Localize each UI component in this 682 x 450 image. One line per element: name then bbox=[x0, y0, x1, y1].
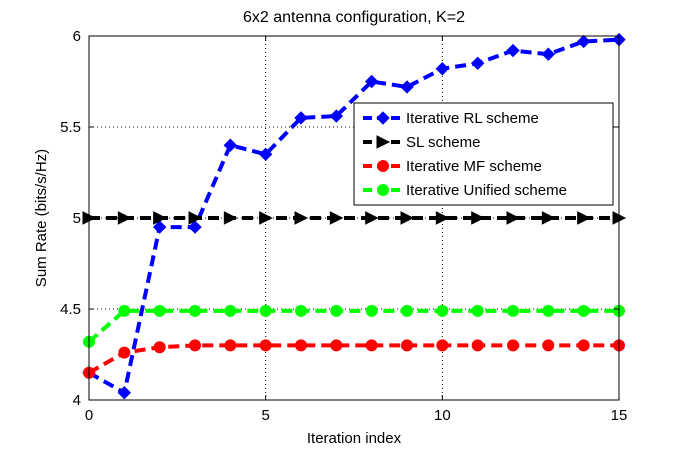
data-point-circle bbox=[189, 339, 201, 352]
legend-entry: Iterative MF scheme bbox=[363, 158, 542, 175]
series-line bbox=[87, 308, 619, 344]
data-point-diamond bbox=[117, 386, 132, 400]
data-point-circle bbox=[365, 304, 378, 317]
data-point-circle bbox=[577, 304, 590, 317]
legend: Iterative RL scheme SL scheme Iterative MF… bbox=[353, 102, 614, 206]
x-tick-label: 10 bbox=[434, 407, 451, 424]
data-point-circle bbox=[118, 304, 131, 317]
legend-label: SL scheme bbox=[406, 134, 480, 151]
data-point-circle bbox=[259, 304, 272, 317]
series-3 bbox=[83, 304, 625, 348]
legend-entry: Iterative RL scheme bbox=[363, 110, 539, 127]
series-layer bbox=[82, 32, 627, 400]
data-point-circle bbox=[401, 304, 413, 317]
chart-title: 6x2 antenna configuration, K=2 bbox=[243, 9, 465, 26]
data-point-circle bbox=[118, 346, 131, 359]
data-point-diamond bbox=[400, 80, 414, 94]
data-point-diamond bbox=[223, 138, 238, 152]
data-point-triangle bbox=[577, 211, 591, 225]
data-point-circle bbox=[189, 304, 201, 317]
y-tick-label: 5.5 bbox=[60, 119, 81, 136]
data-point-circle bbox=[436, 339, 449, 352]
legend-label: Iterative RL scheme bbox=[406, 110, 539, 127]
data-point-triangle bbox=[365, 211, 379, 225]
data-point-circle bbox=[377, 160, 389, 172]
data-point-triangle bbox=[471, 211, 485, 225]
data-point-diamond bbox=[329, 109, 344, 123]
legend-label: Iterative Unified scheme bbox=[406, 182, 567, 199]
series-line bbox=[88, 37, 620, 395]
data-point-diamond bbox=[294, 111, 308, 125]
data-point-triangle bbox=[506, 211, 521, 225]
data-point-triangle bbox=[259, 211, 273, 225]
data-point-circle bbox=[330, 304, 343, 317]
data-point-circle bbox=[436, 304, 449, 317]
data-point-triangle bbox=[329, 211, 344, 225]
data-point-circle bbox=[507, 304, 519, 317]
data-point-diamond bbox=[576, 34, 591, 49]
legend-entry: SL scheme bbox=[363, 134, 480, 151]
data-point-circle bbox=[224, 339, 237, 352]
data-point-diamond bbox=[541, 47, 556, 61]
data-point-circle bbox=[577, 339, 590, 352]
data-point-triangle bbox=[153, 211, 167, 225]
y-tick-label: 5 bbox=[73, 210, 81, 227]
data-point-diamond bbox=[470, 56, 485, 71]
x-tick-label: 0 bbox=[85, 407, 93, 424]
x-tick-label: 15 bbox=[611, 407, 628, 424]
data-point-triangle bbox=[541, 211, 556, 225]
data-point-diamond bbox=[258, 147, 273, 162]
data-point-circle bbox=[401, 339, 413, 352]
data-point-triangle bbox=[188, 211, 203, 225]
legend-label: Iterative MF scheme bbox=[406, 158, 542, 175]
y-tick-label: 4.5 bbox=[60, 301, 81, 318]
x-axis-label: Iteration index bbox=[307, 430, 402, 447]
data-point-diamond bbox=[506, 43, 520, 58]
data-point-circle bbox=[224, 304, 237, 317]
data-point-diamond bbox=[376, 111, 390, 125]
axis-ticks: 0 5 10 15 4 4.5 5 5.5 6 bbox=[60, 28, 627, 424]
legend-entry: Iterative Unified scheme bbox=[363, 182, 567, 199]
data-point-circle bbox=[471, 339, 484, 352]
data-point-diamond bbox=[435, 62, 450, 76]
data-point-circle bbox=[295, 339, 307, 352]
data-point-circle bbox=[542, 339, 555, 352]
data-point-triangle bbox=[400, 211, 415, 225]
data-point-circle bbox=[471, 304, 484, 317]
data-point-circle bbox=[330, 339, 343, 352]
data-point-circle bbox=[365, 339, 378, 352]
data-point-diamond bbox=[364, 74, 379, 89]
data-point-circle bbox=[153, 304, 166, 317]
data-point-circle bbox=[542, 304, 555, 317]
x-tick-label: 5 bbox=[261, 407, 269, 424]
data-point-diamond bbox=[188, 220, 202, 234]
data-point-triangle bbox=[376, 135, 391, 149]
y-axis-label: Sum Rate (bits/s/Hz) bbox=[33, 149, 50, 287]
data-point-triangle bbox=[435, 211, 450, 225]
series-line bbox=[88, 343, 619, 375]
data-point-triangle bbox=[117, 211, 132, 225]
data-point-circle bbox=[153, 341, 166, 354]
y-tick-label: 4 bbox=[73, 392, 81, 409]
series-2 bbox=[83, 339, 625, 379]
data-point-circle bbox=[259, 339, 272, 352]
data-point-circle bbox=[295, 304, 307, 317]
data-point-triangle bbox=[294, 211, 309, 225]
data-point-circle bbox=[507, 339, 519, 352]
data-point-circle bbox=[377, 184, 389, 196]
data-point-diamond bbox=[152, 220, 167, 234]
y-tick-label: 6 bbox=[73, 28, 81, 45]
data-point-triangle bbox=[223, 211, 238, 225]
